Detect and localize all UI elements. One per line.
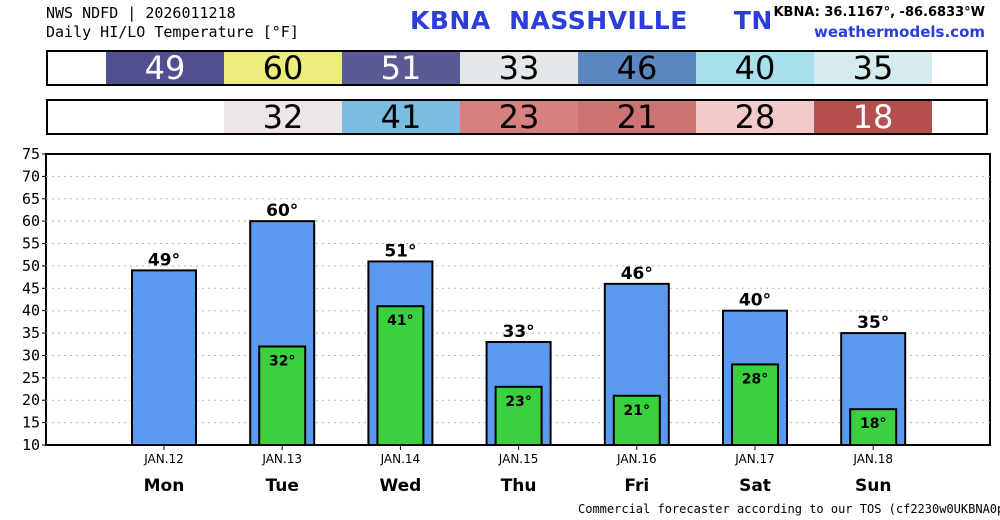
high-temp-label: 40° [739, 291, 771, 311]
high-temp-label: 35° [857, 313, 889, 333]
date-label: JAN.12 [143, 452, 184, 466]
y-tick-label: 20 [22, 391, 40, 409]
date-label: JAN.13 [261, 452, 302, 466]
y-tick-label: 15 [22, 414, 40, 432]
footer-note: Commercial forecaster according to our T… [578, 502, 1000, 516]
high-temp-cell: 60 [224, 49, 342, 87]
y-tick-label: 30 [22, 346, 40, 364]
chart-header: NWS NDFD | 2026011218 Daily HI/LO Temper… [46, 4, 299, 42]
y-tick-label: 70 [22, 167, 40, 185]
model-run-label: NWS NDFD | 2026011218 [46, 4, 236, 22]
low-temp-bar [731, 363, 779, 446]
low-temp-cell: 28 [696, 98, 814, 136]
low-temp-label: 28° [742, 371, 768, 387]
y-tick-label: 50 [22, 257, 40, 275]
station-coordinates: KBNA: 36.1167°, -86.6833°W [773, 5, 985, 20]
date-label: JAN.14 [380, 452, 421, 466]
day-label: Sat [739, 476, 771, 496]
day-label: Tue [266, 476, 299, 496]
y-tick-label: 40 [22, 302, 40, 320]
high-temp-label: 60° [266, 201, 298, 221]
y-tick-label: 45 [22, 279, 40, 297]
y-tick-label: 65 [22, 190, 40, 208]
low-temp-label: 23° [505, 394, 531, 410]
high-temp-label: 49° [148, 250, 180, 270]
high-temperature-strip: 49 60 51 33 46 40 35 [46, 49, 988, 87]
y-tick-label: 10 [22, 436, 40, 454]
low-temp-bar [612, 394, 661, 446]
variable-label: Daily HI/LO Temperature [°F] [46, 23, 299, 41]
y-tick-label: 75 [22, 145, 40, 163]
low-temp-bar [258, 345, 307, 446]
y-tick-label: 35 [22, 324, 40, 342]
low-temperature-strip: 32 41 23 21 28 18 [46, 98, 988, 136]
high-temp-label: 46° [621, 264, 653, 284]
high-temp-label: 51° [384, 241, 416, 261]
date-label: JAN.16 [616, 452, 657, 466]
low-temp-bar [376, 305, 425, 447]
date-label: JAN.18 [852, 452, 893, 466]
y-tick-label: 60 [22, 212, 40, 230]
day-label: Thu [501, 476, 537, 496]
high-temp-cell: 46 [578, 49, 696, 87]
day-label: Sun [855, 476, 891, 496]
high-temp-cell: 51 [342, 49, 460, 87]
y-tick-label: 25 [22, 369, 40, 387]
site-link[interactable]: weathermodels.com [813, 23, 985, 41]
day-label: Mon [144, 476, 185, 496]
low-temp-cell: 18 [814, 98, 932, 136]
low-temp-cell [106, 101, 224, 133]
high-temp-cell: 33 [460, 49, 578, 87]
low-temp-label: 21° [624, 403, 650, 419]
low-temp-label: 18° [860, 416, 886, 432]
low-temp-label: 32° [269, 354, 295, 370]
date-label: JAN.17 [734, 452, 775, 466]
high-temp-cell: 35 [814, 49, 932, 87]
y-tick-label: 55 [22, 235, 40, 253]
low-temp-cell: 23 [460, 98, 578, 136]
high-temp-bar [131, 269, 197, 446]
high-temp-label: 33° [503, 322, 535, 342]
low-temp-label: 41° [387, 313, 413, 329]
low-temp-cell: 32 [224, 98, 342, 136]
high-temp-cell: 49 [106, 49, 224, 87]
day-label: Wed [379, 476, 421, 496]
station-title: KBNA NASSHVILLE TN [410, 6, 773, 35]
low-temp-bar [494, 385, 543, 446]
date-label: JAN.15 [498, 452, 539, 466]
high-temp-cell: 40 [696, 49, 814, 87]
low-temp-cell: 41 [342, 98, 460, 136]
low-temp-cell: 21 [578, 98, 696, 136]
day-label: Fri [624, 476, 649, 496]
